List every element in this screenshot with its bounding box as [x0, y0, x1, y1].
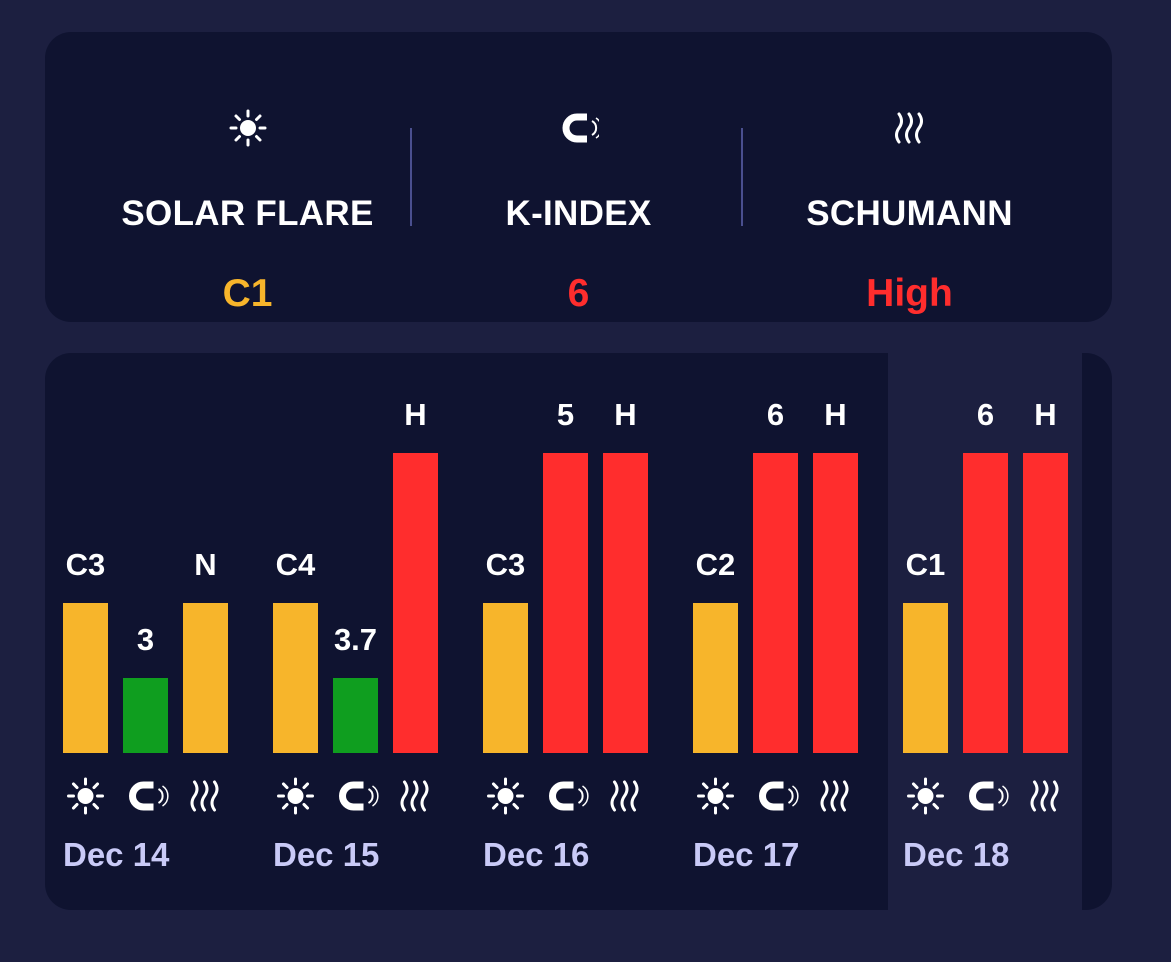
- day-group: C3 5 H Dec 16: [483, 397, 648, 873]
- bar: [273, 603, 318, 753]
- waves-icon: [190, 780, 219, 812]
- schumann-value: High: [866, 272, 953, 315]
- date-label: Dec 15: [273, 836, 379, 873]
- bar-value-label: C4: [276, 547, 316, 582]
- date-label: Dec 14: [63, 836, 170, 873]
- solar-flare-value: C1: [222, 272, 273, 315]
- bar-value-label: C1: [906, 547, 946, 582]
- sun-icon: [277, 777, 314, 815]
- bar: [1023, 453, 1068, 753]
- waves-icon: [400, 780, 429, 812]
- magnet-icon: [549, 781, 589, 811]
- sun-icon: [907, 777, 944, 815]
- divider: [741, 128, 743, 226]
- bar-value-label: H: [614, 397, 636, 432]
- bar-value-label: H: [1034, 397, 1056, 432]
- waves-icon: [743, 108, 1076, 148]
- day-group: C4 3.7 H Dec 15: [273, 397, 438, 873]
- bar-value-label: 6: [767, 397, 784, 432]
- bar: [693, 603, 738, 753]
- magnet-icon: [339, 781, 379, 811]
- bar-value-label: C2: [696, 547, 736, 582]
- day-group: C1 6 H Dec 18: [903, 397, 1068, 873]
- schumann-summary: SCHUMANN High: [743, 32, 1076, 322]
- bar: [543, 453, 588, 753]
- bar-value-label: 3: [137, 622, 154, 657]
- bar: [753, 453, 798, 753]
- solar-flare-label: SOLAR FLARE: [121, 194, 374, 233]
- waves-icon: [1030, 780, 1059, 812]
- divider: [410, 128, 412, 226]
- magnet-icon: [969, 781, 1009, 811]
- k-index-value: 6: [567, 272, 590, 315]
- bar-value-label: H: [404, 397, 426, 432]
- sun-icon: [487, 777, 524, 815]
- magnet-icon: [129, 781, 169, 811]
- forecast-chart-card: C3 3 N Dec 14 C4 3.7 H Dec 15 C3 5 H Dec 16 C2 6 H Dec …: [45, 353, 1112, 910]
- solar-flare-summary: SOLAR FLARE C1: [81, 32, 414, 322]
- bar: [963, 453, 1008, 753]
- bar: [333, 678, 378, 753]
- magnet-icon: [412, 108, 745, 148]
- date-label: Dec 17: [693, 836, 799, 873]
- bar: [813, 453, 858, 753]
- bar: [603, 453, 648, 753]
- bar-value-label: H: [824, 397, 846, 432]
- sun-icon: [67, 777, 104, 815]
- sun-icon: [81, 108, 414, 148]
- magnet-icon: [759, 781, 799, 811]
- waves-icon: [610, 780, 639, 812]
- k-index-label: K-INDEX: [505, 194, 652, 233]
- sun-icon: [697, 777, 734, 815]
- waves-icon: [820, 780, 849, 812]
- schumann-label: SCHUMANN: [806, 194, 1013, 233]
- day-group: C3 3 N Dec 14: [63, 547, 228, 873]
- bar-value-label: N: [194, 547, 216, 582]
- date-label: Dec 18: [903, 836, 1009, 873]
- date-label: Dec 16: [483, 836, 589, 873]
- bar: [123, 678, 168, 753]
- bar-value-label: C3: [66, 547, 106, 582]
- summary-card: SOLAR FLARE C1 K-INDEX 6 SCHUMANN Hi: [45, 32, 1112, 322]
- forecast-chart: C3 3 N Dec 14 C4 3.7 H Dec 15 C3 5 H Dec 16 C2 6 H Dec …: [63, 397, 1068, 873]
- bar: [903, 603, 948, 753]
- k-index-summary: K-INDEX 6: [412, 32, 745, 322]
- bar-value-label: C3: [486, 547, 526, 582]
- bar-value-label: 6: [977, 397, 994, 432]
- bar-value-label: 3.7: [334, 622, 377, 657]
- bar: [483, 603, 528, 753]
- day-group: C2 6 H Dec 17: [693, 397, 858, 873]
- bar: [393, 453, 438, 753]
- bar: [63, 603, 108, 753]
- bar: [183, 603, 228, 753]
- bar-value-label: 5: [557, 397, 574, 432]
